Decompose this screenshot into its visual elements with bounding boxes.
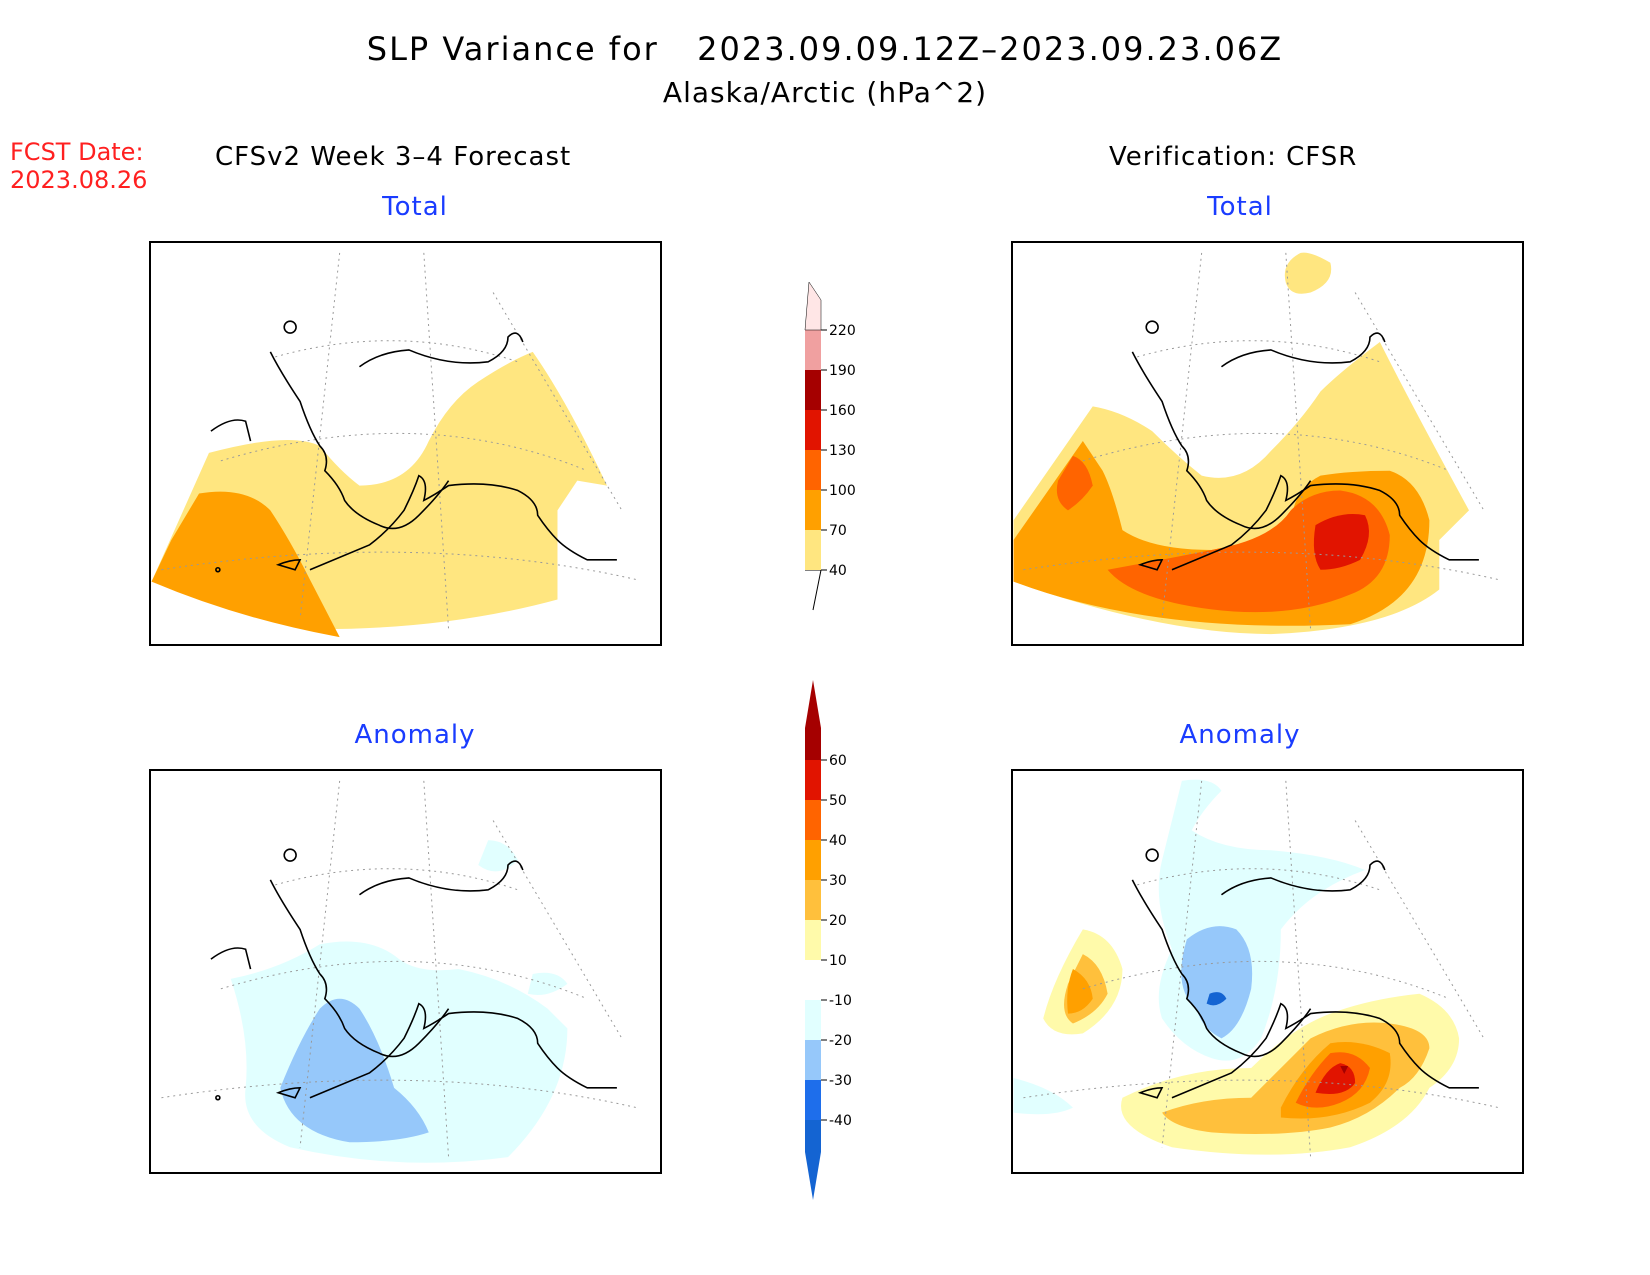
forecast-anom-svg [161,780,637,1163]
colorbar-anomaly-swatch-4 [805,960,821,1000]
shade-neg30-neg40 [1206,992,1227,1006]
shade-neg20-neg30 [280,998,429,1143]
shade-neg10-neg20-sw [1013,1077,1073,1115]
colorbar-total: 40 70 100 130 160 190 220 [800,280,890,611]
forecast-total-title: Total [382,192,448,222]
colorbar-total-label-6: 220 [829,323,856,339]
verif-anom-svg [1013,779,1499,1158]
shade-100-130-west [1056,455,1093,511]
colorbar-total-swatch-1 [805,490,821,530]
shade-40-70-top [1284,252,1332,294]
verif-total-svg [1013,252,1499,635]
shade-70-100 [151,491,340,638]
colorbar-anomaly-swatch-9 [805,760,821,800]
colorbar-anomaly-swatch-7 [805,840,821,880]
colorbar-anomaly-swatch-6 [805,880,821,920]
sub-title: Alaska/Arctic (hPa^2) [662,76,988,109]
forecast-header: CFSv2 Week 3–4 Forecast [215,142,572,172]
main-title: SLP Variance for 2023.09.09.12Z–2023.09.… [0,30,1650,68]
shade-above-60 [1340,1066,1349,1074]
colorbar-anomaly-swatch-3 [805,1000,821,1040]
shade-130-160 [1313,514,1369,570]
colorbar-anomaly-label-8: 50 [829,793,847,809]
colorbar-anomaly-label-4: 10 [829,953,847,969]
colorbar-total-swatch-6 [804,281,822,331]
graticule [161,780,637,1158]
colorbar-anomaly-label-2: -20 [829,1033,852,1049]
fcst-date-value: 2023.08.26 [10,166,148,194]
colorbar-anomaly-swatch-5 [805,920,821,960]
colorbar-anomaly-label-0: -40 [829,1113,852,1129]
coastline [210,848,617,1101]
fcst-date-label: FCST Date: [10,138,144,166]
colorbar-anomaly-swatch-2 [805,1040,821,1080]
coastline [1131,848,1479,1099]
shade-100-130 [1107,490,1390,613]
verif-anom-title: Anomaly [1179,720,1301,750]
verif-anom-map [1011,769,1524,1174]
colorbar-total-swatch-2 [805,450,821,490]
shade-neg20-neg30 [1181,926,1253,1039]
colorbar-total-label-0: 40 [829,563,847,579]
colorbar-total-label-4: 160 [829,403,856,419]
colorbar-anomaly-swatch-1 [805,1080,821,1120]
colorbar-anomaly-swatch-10 [805,680,821,760]
forecast-total-map [149,241,662,646]
main-title-prefix: SLP Variance for [366,30,659,68]
colorbar-anomaly-label-9: 60 [829,753,847,769]
colorbar-anomaly-label-6: 30 [829,873,847,889]
colorbar-total-svg: 40 70 100 130 160 190 220 [804,281,856,611]
colorbar-anomaly-swatch-0 [805,1120,821,1200]
forecast-anom-map [149,769,662,1174]
colorbar-total-label-3: 130 [829,443,856,459]
colorbar-anomaly-label-3: -10 [829,993,852,1009]
shade-neg10-neg20-ne [478,840,518,872]
coastline [1131,320,1479,571]
colorbar-total-swatch-0 [805,530,821,570]
graticule [1023,780,1499,1158]
fcst-date: FCST Date: 2023.08.26 [10,138,147,194]
verification-header: Verification: CFSR [1109,142,1358,172]
coastline [210,320,617,573]
colorbar-total-swatch-3 [805,410,821,450]
colorbar-anomaly-label-7: 40 [829,833,847,849]
colorbar-anomaly-swatch-8 [805,800,821,840]
forecast-total-svg [151,252,637,638]
graticule [1023,252,1499,630]
graticule [161,252,637,630]
verif-total-title: Total [1207,192,1273,222]
colorbar-anomaly-label-1: -30 [829,1073,852,1089]
colorbar-total-label-5: 190 [829,363,856,379]
colorbar-total-swatch-4 [805,370,821,410]
colorbar-anomaly-label-5: 20 [829,913,847,929]
colorbar-total-label-2: 100 [829,483,856,499]
colorbar-total-label-1: 70 [829,523,847,539]
shade-neg10-neg20-e [527,972,568,996]
forecast-anom-title: Anomaly [354,720,476,750]
shade-30-40-w [1067,969,1093,1014]
verif-total-map [1011,241,1524,646]
colorbar-anomaly-svg: -40 -30 -20 -10 10 20 30 40 50 60 [805,680,852,1200]
colorbar-total-tail [805,569,822,611]
main-title-dates: 2023.09.09.12Z–2023.09.23.06Z [697,30,1284,68]
colorbar-total-swatch-5 [805,330,821,370]
colorbar-anomaly: -40 -30 -20 -10 10 20 30 40 50 60 [800,680,890,1200]
